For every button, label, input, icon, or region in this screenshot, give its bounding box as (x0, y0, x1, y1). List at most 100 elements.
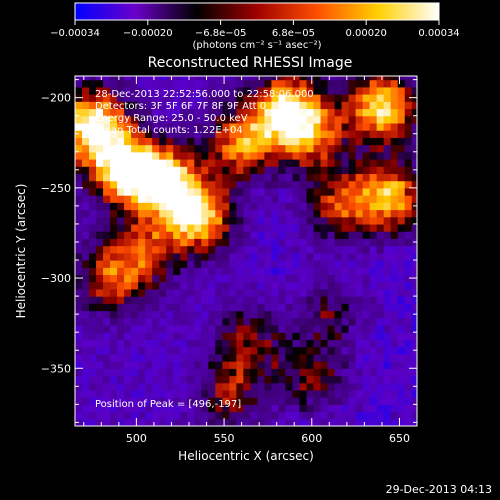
heatmap-cell (103, 158, 111, 167)
heatmap-cell (299, 130, 308, 138)
heatmap-cell (82, 260, 90, 268)
heatmap-cell (306, 79, 315, 88)
heatmap-cell (411, 108, 417, 117)
heatmap-cell (404, 361, 413, 369)
heatmap-cell (75, 404, 83, 413)
heatmap-cell (124, 346, 132, 355)
heatmap-cell (173, 108, 181, 117)
heatmap-cell (397, 195, 406, 203)
heatmap-cell (383, 339, 392, 348)
heatmap-cell (180, 158, 188, 167)
heatmap-cell (341, 418, 350, 426)
heatmap-cell (243, 101, 251, 110)
heatmap-cell (208, 79, 216, 88)
heatmap-cell (236, 332, 244, 341)
heatmap-cell (243, 209, 251, 218)
heatmap-cell (404, 151, 413, 160)
heatmap-cell (383, 137, 392, 146)
heatmap-cell (201, 180, 209, 189)
heatmap-cell (145, 108, 153, 117)
heatmap-cell (173, 332, 181, 341)
heatmap-cell (278, 324, 287, 333)
heatmap-cell (110, 158, 118, 167)
heatmap-cell (327, 231, 336, 239)
heatmap-cell (166, 332, 174, 341)
heatmap-cell (82, 79, 90, 88)
heatmap-cell (201, 137, 209, 146)
heatmap-cell (299, 94, 308, 102)
heatmap-cell (173, 260, 181, 268)
heatmap-cell (278, 418, 287, 426)
heatmap-cell (222, 252, 230, 261)
heatmap-cell (306, 86, 315, 95)
heatmap-cell (278, 339, 287, 348)
heatmap-cell (110, 122, 118, 131)
heatmap-cell (383, 368, 392, 377)
heatmap-cell (215, 173, 223, 182)
heatmap-cell (215, 79, 223, 88)
heatmap-cell (180, 397, 188, 405)
heatmap-cell (292, 245, 301, 254)
heatmap-cell (166, 317, 174, 326)
heatmap-cell (194, 94, 202, 102)
heatmap-cell (222, 231, 230, 239)
heatmap-cell (264, 339, 273, 348)
colorbar-tick-label: −0.00034 (50, 28, 100, 39)
heatmap-cell (103, 260, 111, 268)
heatmap-cell (397, 187, 406, 196)
heatmap-cell (285, 303, 294, 312)
heatmap-cell (383, 202, 392, 211)
heatmap-cell (159, 274, 167, 283)
heatmap-cell (383, 101, 392, 110)
heatmap-cell (159, 137, 167, 146)
heatmap-cell (271, 187, 280, 196)
heatmap-cell (299, 274, 308, 283)
heatmap-cell (341, 79, 350, 88)
heatmap-cell (117, 375, 125, 384)
heatmap-cell (285, 173, 294, 182)
heatmap-cell (110, 382, 118, 391)
heatmap-cell (208, 115, 216, 124)
heatmap-cell (348, 353, 357, 362)
heatmap-cell (348, 231, 357, 239)
x-tick-label: 550 (214, 432, 235, 445)
heatmap-cell (180, 260, 188, 268)
heatmap-cell (355, 361, 364, 369)
heatmap-cell (96, 115, 104, 124)
heatmap-cell (194, 389, 202, 398)
heatmap-cell (292, 411, 301, 420)
heatmap-cell (313, 108, 322, 117)
heatmap-cell (313, 216, 322, 225)
heatmap-cell (376, 303, 385, 312)
heatmap-cell (320, 324, 329, 333)
heatmap-cell (411, 375, 417, 384)
heatmap-cell (222, 151, 230, 160)
heatmap-cell (285, 346, 294, 355)
heatmap-cell (376, 339, 385, 348)
heatmap-cell (236, 130, 244, 138)
heatmap-cell (362, 281, 371, 290)
heatmap-cell (320, 166, 329, 175)
heatmap-cell (215, 216, 223, 225)
heatmap-cell (250, 137, 258, 146)
heatmap-cell (257, 296, 266, 304)
heatmap-cell (376, 397, 385, 405)
heatmap-cell (138, 166, 146, 175)
heatmap-cell (131, 361, 139, 369)
heatmap-cell (278, 173, 287, 182)
heatmap-cell (250, 130, 258, 138)
heatmap-cell (201, 361, 209, 369)
heatmap-cell (355, 260, 364, 268)
heatmap-cell (355, 375, 364, 384)
heatmap-cell (187, 101, 195, 110)
heatmap-cell (131, 303, 139, 312)
heatmap-cell (404, 137, 413, 146)
heatmap-cell (145, 180, 153, 189)
heatmap-cell (250, 353, 258, 362)
heatmap-cell (362, 223, 371, 232)
heatmap-cell (327, 252, 336, 261)
heatmap-cell (138, 346, 146, 355)
heatmap-cell (292, 252, 301, 261)
heatmap-cell (285, 267, 294, 276)
heatmap-cell (173, 310, 181, 319)
